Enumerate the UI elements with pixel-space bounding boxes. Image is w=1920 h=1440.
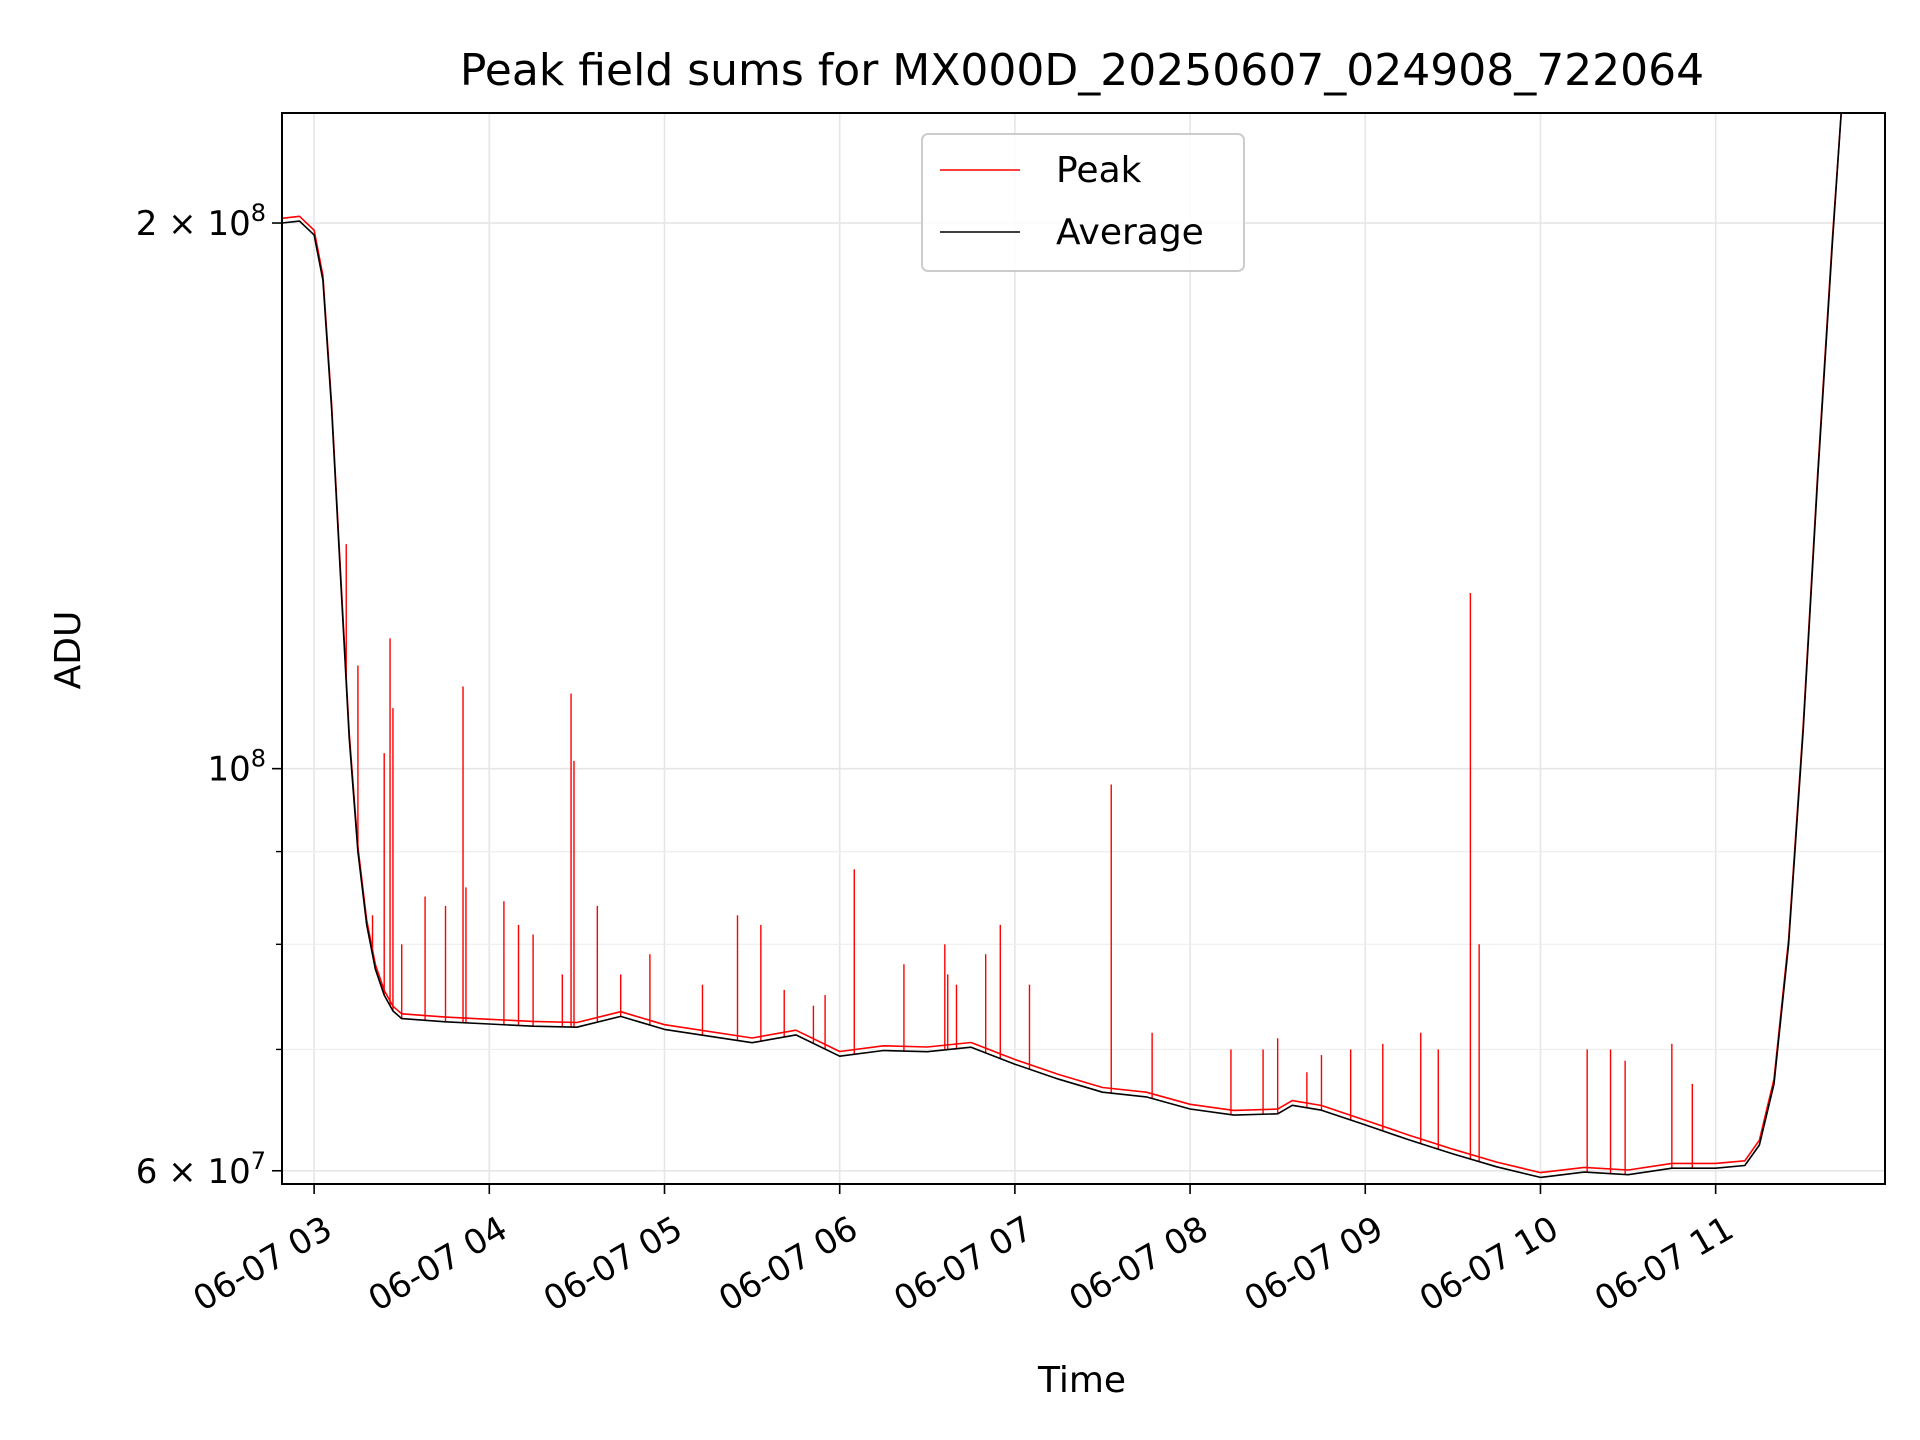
- y-tick-exponent: 7: [251, 1147, 266, 1175]
- x-tick-label: 06-07 04: [362, 1209, 514, 1320]
- x-tick-label: 06-07 11: [1588, 1209, 1740, 1320]
- y-tick-exponent: 8: [251, 745, 266, 773]
- x-tick-label: 06-07 08: [1063, 1209, 1215, 1320]
- x-tick-label: 06-07 09: [1238, 1209, 1390, 1320]
- y-tick-base: 6 × 10: [136, 1152, 251, 1192]
- peak-line: [281, 112, 1842, 1174]
- legend: Peak Average: [921, 133, 1245, 272]
- y-tick-label: 108: [207, 745, 266, 790]
- y-tick-base: 2 × 10: [136, 204, 251, 244]
- x-tick-label: 06-07 03: [187, 1209, 339, 1320]
- x-axis-label: Time: [1037, 1360, 1126, 1401]
- x-tick-label: 06-07 06: [712, 1209, 864, 1320]
- x-tick-label: 06-07 05: [537, 1209, 689, 1320]
- x-tick-label: 06-07 07: [887, 1209, 1039, 1320]
- legend-peak-label: Peak: [1056, 150, 1142, 191]
- x-axis: 06-07 03 06-07 04 06-07 05 06-07 06 06-07 07…: [187, 1184, 1741, 1320]
- series-layer: [281, 112, 1842, 1179]
- legend-box: [921, 133, 1245, 272]
- legend-average-label: Average: [1056, 212, 1204, 253]
- y-tick-label: 2 × 108: [136, 199, 266, 244]
- x-tick-label: 06-07 10: [1413, 1209, 1565, 1320]
- y-tick-base: 10: [207, 750, 250, 790]
- plot-frame: [281, 112, 1886, 1185]
- y-axis-label: ADU: [48, 611, 89, 690]
- grid: [282, 113, 1885, 1184]
- chart-title: Peak field sums for MX000D_20250607_0249…: [460, 45, 1704, 96]
- y-tick-label: 6 × 107: [136, 1147, 266, 1192]
- average-line: [281, 112, 1842, 1179]
- y-tick-exponent: 8: [251, 199, 266, 227]
